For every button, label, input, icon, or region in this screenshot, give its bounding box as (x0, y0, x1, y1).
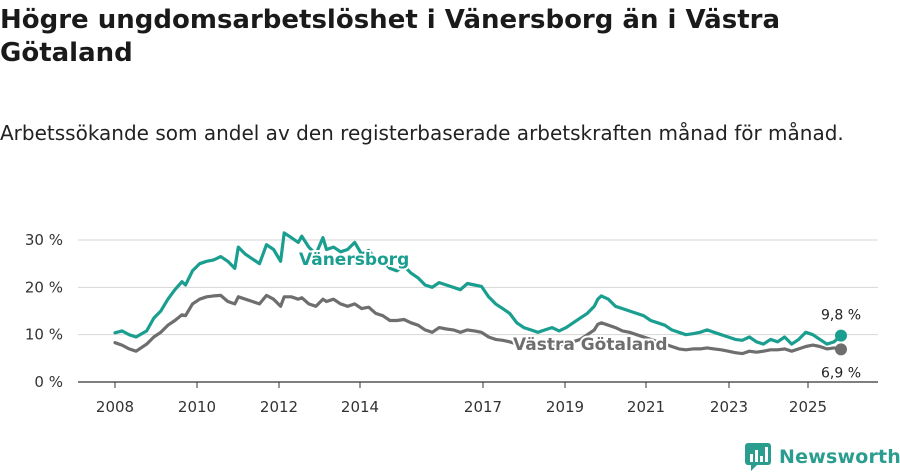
y-tick-label: 30 % (25, 231, 63, 249)
series-lines (113, 231, 847, 356)
end-value-vastra-gotaland: 6,9 % (821, 365, 861, 381)
y-tick-label: 20 % (25, 278, 63, 296)
x-tick-label: 2008 (96, 398, 134, 416)
x-tick-label: 2023 (710, 398, 748, 416)
series-label-vastra-gotaland: Västra Götaland (513, 335, 668, 355)
y-tick-label: 10 % (25, 326, 63, 344)
gridlines (78, 239, 878, 383)
x-tick-label: 2019 (546, 398, 584, 416)
end-value-vanersborg: 9,8 % (821, 308, 861, 324)
x-tick-label: 2012 (260, 398, 298, 416)
series-line-vanersborg (113, 231, 843, 346)
x-tick-label: 2021 (627, 398, 665, 416)
series-end-point (835, 329, 847, 342)
x-tick-label: 2025 (789, 398, 827, 416)
newsworthy-logo[interactable]: Newsworthy (745, 442, 900, 472)
series-label-vanersborg: Vänersborg (299, 250, 409, 270)
series-end-point (835, 343, 847, 356)
newsworthy-logo-icon (745, 443, 771, 471)
y-tick-label: 0 % (34, 373, 63, 391)
y-axis-ticks: 0 % 10 % 20 % 30 % (25, 231, 63, 391)
chart-title: Högre ungdomsarbetslöshet i Vänersborg ä… (0, 5, 780, 68)
x-tick-label: 2014 (341, 398, 379, 416)
brand-name: Newsworthy (779, 446, 900, 468)
x-tick-label: 2010 (178, 398, 216, 416)
series-labels: Vänersborg Västra Götaland 9,8 % 6,9 % (297, 248, 861, 381)
chart-subtitle: Arbetssökande som andel av den registerb… (0, 121, 844, 145)
line-chart: 0 % 10 % 20 % 30 % 2008 2010 2012 2014 2017 2019… (25, 231, 878, 416)
x-axis-ticks: 2008 2010 2012 2014 2017 2019 2021 2023 2025 (96, 382, 827, 416)
series-line-vastra-gotaland (113, 293, 843, 356)
x-tick-label: 2017 (464, 398, 502, 416)
